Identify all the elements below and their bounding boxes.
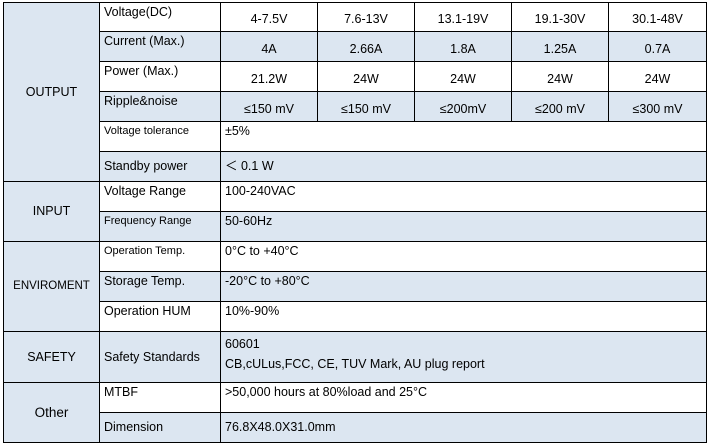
- table-row: ENVIROMENT Operation Temp. 0°C to +40°C: [3, 241, 707, 332]
- cell: 4A: [220, 31, 318, 62]
- cell: 21.2W: [220, 61, 318, 92]
- spec-table: OUTPUT Voltage(DC) 4-7.5V 7.6-13V 13.1-1…: [3, 2, 707, 443]
- safety-line-2: CB,cULus,FCC, CE, TUV Mark, AU plug repo…: [225, 357, 485, 371]
- section-environment: ENVIROMENT: [3, 241, 100, 332]
- cell: 50-60Hz: [220, 211, 707, 242]
- cell: 24W: [317, 61, 415, 92]
- row-label: Voltage tolerance: [99, 121, 221, 152]
- row-label: Standby power: [99, 151, 221, 182]
- table-row: Other MTBF >50,000 hours at 80%load and …: [3, 382, 707, 443]
- row-label: Safety Standards: [99, 331, 221, 383]
- row-label: Frequency Range: [99, 211, 221, 242]
- row-label: Voltage Range: [99, 181, 221, 212]
- table-row: Standby power ＜ 0.1 W: [4, 151, 707, 182]
- cell: 19.1-30V: [511, 2, 609, 32]
- table-row: Dimension 76.8X48.0X31.0mm: [4, 412, 707, 443]
- section-safety: SAFETY: [3, 331, 100, 383]
- cell: 0°C to +40°C: [220, 241, 707, 272]
- cell: ≤200 mV: [511, 91, 609, 122]
- cell: ±5%: [220, 121, 707, 152]
- row-label: Ripple&noise: [99, 91, 221, 122]
- cell: ≤150 mV: [220, 91, 318, 122]
- cell: 7.6-13V: [317, 2, 415, 32]
- table-row: SAFETY Safety Standards 60601 CB,cULus,F…: [3, 331, 707, 383]
- table-row: Current (Max.) 4A 2.66A 1.8A 1.25A 0.7A: [4, 31, 707, 62]
- table-row: Power (Max.) 21.2W 24W 24W 24W 24W: [4, 61, 707, 92]
- table-row: INPUT Voltage Range 100-240VAC: [3, 181, 707, 242]
- section-input: INPUT: [3, 181, 100, 242]
- cell: 60601 CB,cULus,FCC, CE, TUV Mark, AU plu…: [220, 331, 707, 383]
- table-row: Frequency Range 50-60Hz: [4, 211, 707, 242]
- row-label: Storage Temp.: [99, 271, 221, 302]
- row-label: Voltage(DC): [99, 2, 221, 32]
- cell: -20°C to +80°C: [220, 271, 707, 302]
- cell: 13.1-19V: [414, 2, 512, 32]
- row-label: Dimension: [99, 412, 221, 443]
- cell: 4-7.5V: [220, 2, 318, 32]
- table-row: Voltage tolerance ±5%: [4, 121, 707, 152]
- cell: 1.8A: [414, 31, 512, 62]
- cell: 24W: [414, 61, 512, 92]
- table-row: Ripple&noise ≤150 mV ≤150 mV ≤200mV ≤200…: [4, 91, 707, 122]
- cell: ＜ 0.1 W: [220, 151, 707, 182]
- row-label: MTBF: [99, 382, 221, 413]
- cell: ≤300 mV: [608, 91, 707, 122]
- cell: 100-240VAC: [220, 181, 707, 212]
- table-row: Operation HUM 10%-90%: [4, 301, 707, 332]
- cell: ≤200mV: [414, 91, 512, 122]
- cell: 0.7A: [608, 31, 707, 62]
- cell: 76.8X48.0X31.0mm: [220, 412, 707, 443]
- cell: 10%-90%: [220, 301, 707, 332]
- cell: 24W: [608, 61, 707, 92]
- table-row: Storage Temp. -20°C to +80°C: [4, 271, 707, 302]
- cell: 24W: [511, 61, 609, 92]
- row-label: Current (Max.): [99, 31, 221, 62]
- cell: 2.66A: [317, 31, 415, 62]
- table-row: OUTPUT Voltage(DC) 4-7.5V 7.6-13V 13.1-1…: [3, 2, 707, 182]
- cell: 1.25A: [511, 31, 609, 62]
- cell: 30.1-48V: [608, 2, 707, 32]
- cell: >50,000 hours at 80%load and 25°C: [220, 382, 707, 413]
- row-label: Power (Max.): [99, 61, 221, 92]
- section-output: OUTPUT: [3, 2, 100, 182]
- section-other: Other: [3, 382, 100, 443]
- safety-line-1: 60601: [225, 337, 260, 351]
- row-label: Operation HUM: [99, 301, 221, 332]
- row-label: Operation Temp.: [99, 241, 221, 272]
- cell: ≤150 mV: [317, 91, 415, 122]
